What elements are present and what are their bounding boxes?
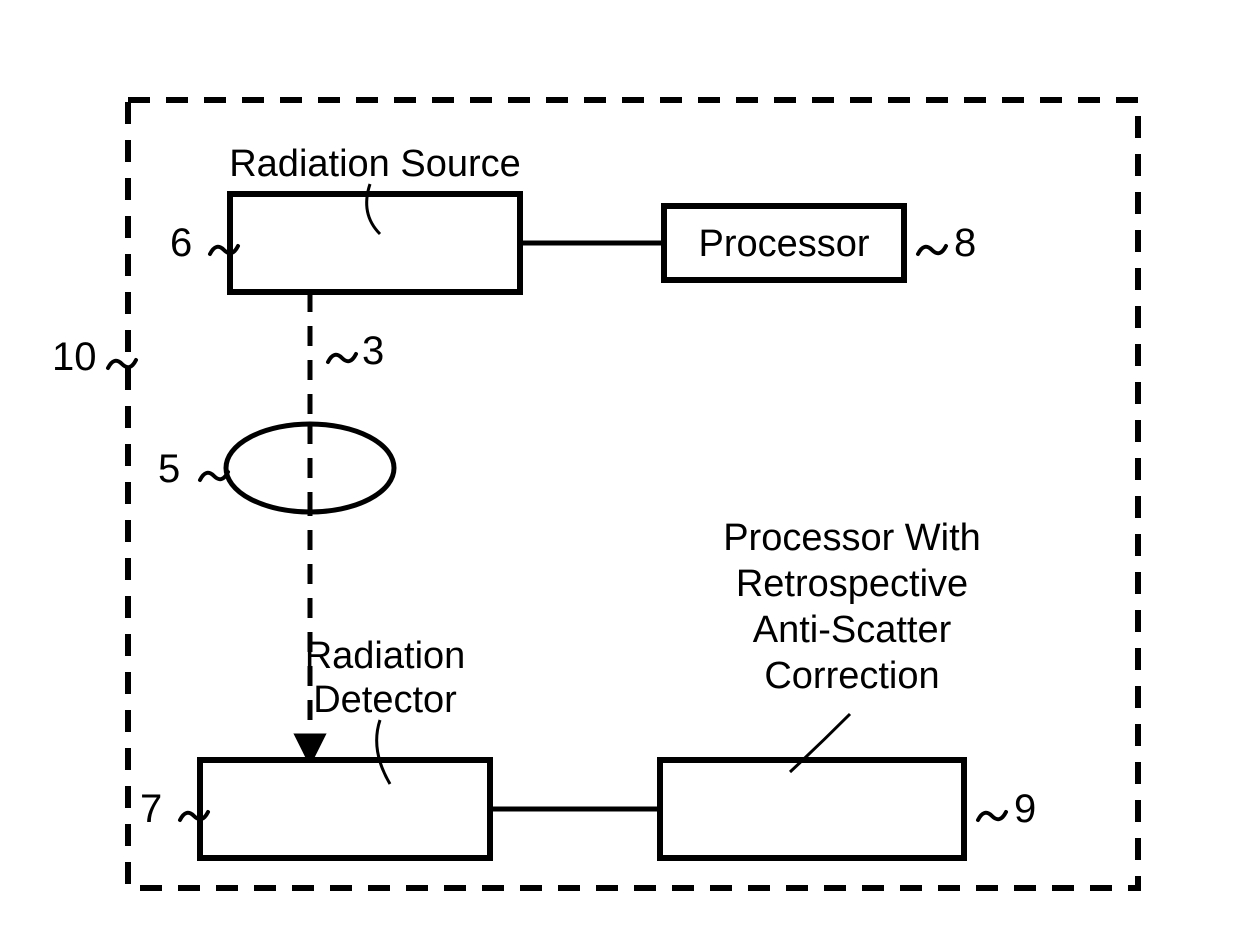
svg-text:Anti-Scatter: Anti-Scatter (753, 609, 952, 651)
radiation-source-label: Radiation Source (229, 143, 521, 185)
ref-6: 6 (170, 221, 192, 265)
ref-3: 3 (362, 329, 384, 373)
ref-8: 8 (954, 221, 976, 265)
ref-5: 5 (158, 447, 180, 491)
processor-bottom-box (660, 760, 964, 858)
processor-top-label: Processor (698, 223, 869, 265)
radiation-detector-box (200, 760, 490, 858)
svg-text:Processor With: Processor With (723, 517, 981, 559)
radiation-source-box (230, 194, 520, 292)
svg-text:Correction: Correction (764, 655, 939, 697)
ref-9: 9 (1014, 787, 1036, 831)
svg-text:Retrospective: Retrospective (736, 563, 968, 605)
svg-text:Detector: Detector (313, 679, 457, 721)
ref-7: 7 (140, 787, 162, 831)
ref-10: 10 (52, 335, 97, 379)
svg-text:Radiation: Radiation (305, 635, 466, 677)
